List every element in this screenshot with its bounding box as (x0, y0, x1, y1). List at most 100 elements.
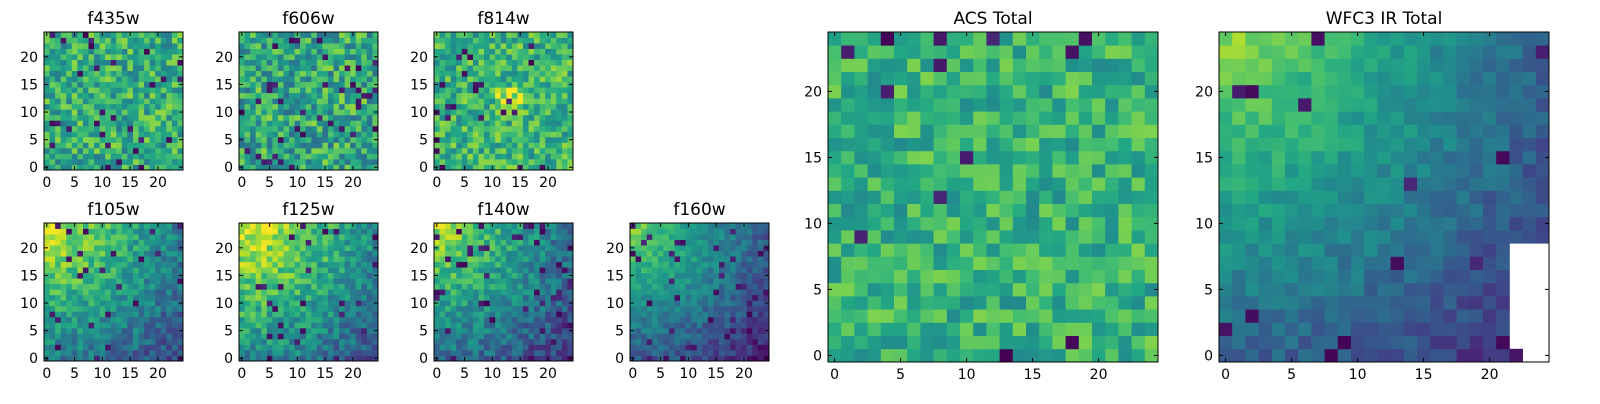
heatmap-cell (641, 322, 647, 328)
heatmap-cell (506, 38, 512, 44)
heatmap-cell (1026, 177, 1040, 191)
heatmap-cell (545, 93, 551, 99)
heatmap-cell (272, 234, 278, 240)
heatmap-cell (490, 71, 496, 77)
heatmap-cell (540, 251, 546, 257)
heatmap-cell (105, 65, 111, 71)
heatmap-cell (456, 223, 462, 229)
heatmap-cell (1013, 309, 1027, 323)
heatmap-cell (523, 223, 529, 229)
heatmap-cell (150, 333, 156, 339)
heatmap-cell (328, 148, 334, 154)
heatmap-cell (317, 98, 323, 104)
heatmap-cell (77, 76, 83, 82)
heatmap-cell (295, 159, 301, 165)
heatmap-cell (166, 65, 172, 71)
heatmap-cell (161, 328, 167, 334)
heatmap-cell (161, 333, 167, 339)
heatmap-cell (111, 328, 117, 334)
heatmap-cell (261, 126, 267, 132)
heatmap-cell (339, 256, 345, 262)
heatmap-cell (261, 322, 267, 328)
heatmap-cell (317, 120, 323, 126)
heatmap-cell (328, 104, 334, 110)
heatmap-cell (506, 98, 512, 104)
x-tick-label: 20 (344, 366, 362, 382)
heatmap-cell (311, 153, 317, 159)
heatmap-cell (306, 339, 312, 345)
heatmap-cell (456, 93, 462, 99)
heatmap-cell (83, 339, 89, 345)
heatmap-cell (283, 71, 289, 77)
heatmap-cell (367, 223, 373, 229)
heatmap-cell (725, 251, 731, 257)
heatmap-cell (854, 336, 868, 350)
heatmap-cell (1092, 177, 1106, 191)
heatmap-cell (356, 32, 362, 38)
heatmap-cell (44, 104, 50, 110)
heatmap-cell (155, 339, 161, 345)
heatmap-cell (478, 115, 484, 121)
heatmap-cell (478, 54, 484, 60)
heatmap-cell (540, 245, 546, 251)
heatmap-cell (72, 104, 78, 110)
heatmap-cell (556, 126, 562, 132)
heatmap-cell (267, 126, 273, 132)
heatmap-cell (350, 115, 356, 121)
heatmap-cell (127, 54, 133, 60)
heatmap-cell (658, 273, 664, 279)
heatmap-cell (122, 60, 128, 66)
heatmap-cell (529, 240, 535, 246)
heatmap-cell (339, 142, 345, 148)
heatmap-cell (1132, 309, 1146, 323)
heatmap-cell (334, 278, 340, 284)
heatmap-cell (686, 306, 692, 312)
heatmap-cell (367, 126, 373, 132)
heatmap-cell (630, 311, 636, 317)
heatmap-cell (669, 278, 675, 284)
heatmap-cell (708, 256, 714, 262)
heatmap-cell (261, 251, 267, 257)
heatmap-cell (367, 251, 373, 257)
heatmap-cell (973, 283, 987, 297)
heatmap-cell (506, 245, 512, 251)
heatmap-cell (166, 267, 172, 273)
heatmap-cell (83, 240, 89, 246)
heatmap-cell (88, 71, 94, 77)
heatmap-cell (1079, 283, 1093, 297)
heatmap-cell (66, 104, 72, 110)
heatmap-cell (920, 230, 934, 244)
heatmap-cell (490, 300, 496, 306)
heatmap-cell (283, 273, 289, 279)
heatmap-cell (361, 245, 367, 251)
heatmap-cell (50, 245, 56, 251)
heatmap-cell (172, 267, 178, 273)
heatmap-cell (122, 142, 128, 148)
heatmap-cell (166, 223, 172, 229)
heatmap-cell (100, 148, 106, 154)
heatmap-cell (462, 131, 468, 137)
heatmap-cell (725, 350, 731, 356)
heatmap-cell (478, 245, 484, 251)
heatmap-cell (680, 311, 686, 317)
heatmap-cell (356, 262, 362, 268)
heatmap-cell (116, 350, 122, 356)
heatmap-cell (545, 43, 551, 49)
heatmap-cell (473, 234, 479, 240)
heatmap-cell (50, 300, 56, 306)
heatmap-cell (868, 309, 882, 323)
heatmap-cell (367, 295, 373, 301)
heatmap-cell (133, 54, 139, 60)
heatmap-cell (501, 251, 507, 257)
heatmap-cell (311, 300, 317, 306)
heatmap-cell (545, 49, 551, 55)
heatmap-cell (484, 120, 490, 126)
heatmap-cell (88, 38, 94, 44)
heatmap-cell (636, 317, 642, 323)
heatmap-cell (534, 234, 540, 240)
heatmap-cell (166, 38, 172, 44)
heatmap-cell (55, 71, 61, 77)
heatmap-cell (295, 273, 301, 279)
heatmap-cell (139, 306, 145, 312)
heatmap-cell (261, 60, 267, 66)
